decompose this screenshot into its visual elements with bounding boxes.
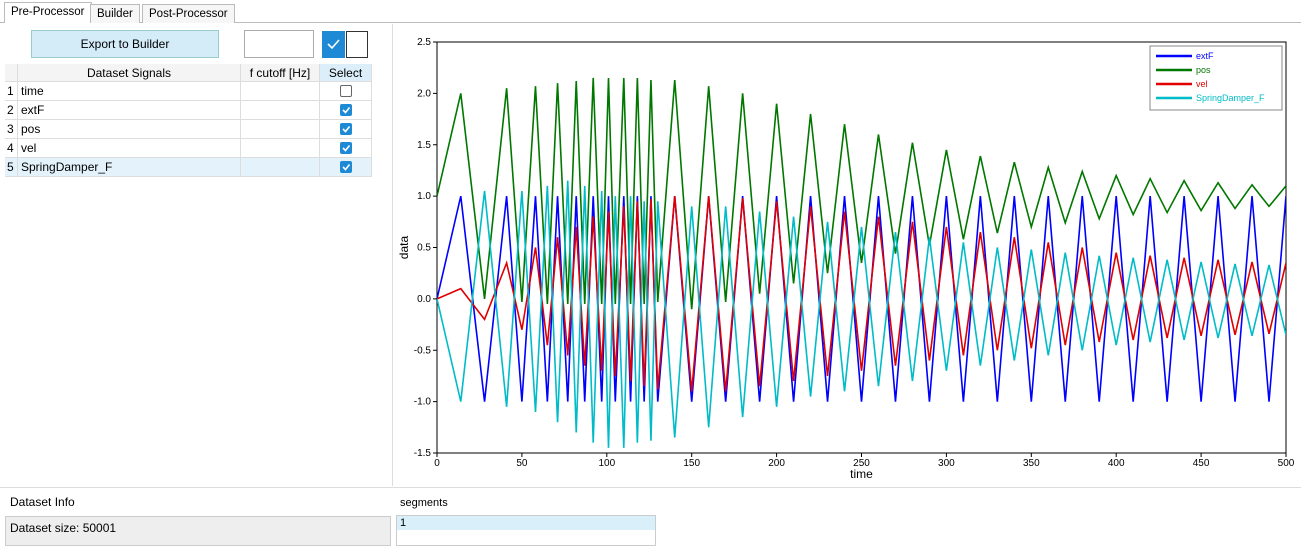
y-tick-label: -1.0 [414, 397, 432, 408]
y-tick-label: 0.5 [417, 243, 431, 254]
checkbox[interactable] [340, 104, 352, 116]
x-tick-label: 400 [1108, 458, 1125, 469]
y-tick-label: -0.5 [414, 345, 432, 356]
checkbox[interactable] [340, 142, 352, 154]
signal-name: pos [18, 120, 241, 139]
select-cell [320, 101, 372, 120]
x-tick-label: 50 [516, 458, 528, 469]
legend-label: pos [1196, 65, 1211, 75]
x-tick-label: 150 [683, 458, 700, 469]
row-number: 2 [5, 101, 18, 120]
checkbox[interactable] [340, 123, 352, 135]
x-tick-label: 350 [1023, 458, 1040, 469]
section-title: Dataset Info [10, 495, 75, 509]
cutoff-cell [241, 120, 320, 139]
header-cell: Dataset Signals [18, 64, 241, 82]
row-number: 4 [5, 139, 18, 158]
legend-label: SpringDamper_F [1196, 93, 1265, 103]
dataset-size: Dataset size: 50001 [5, 516, 391, 546]
signal-name: time [18, 82, 241, 101]
row-number: 5 [5, 158, 18, 177]
tab[interactable]: Builder [90, 4, 140, 23]
segment-list: 1 [396, 515, 656, 546]
segment-item[interactable]: 1 [397, 516, 655, 530]
series-line [437, 77, 1286, 310]
y-tick-label: 2.0 [417, 88, 431, 99]
signal-name: vel [18, 139, 241, 158]
text-input[interactable] [244, 30, 314, 58]
select-cell [320, 139, 372, 158]
tab-strip-line [0, 22, 1301, 23]
x-tick-label: 500 [1278, 458, 1295, 469]
cutoff-cell [241, 82, 320, 101]
splitter [392, 24, 393, 486]
checkbox[interactable] [340, 85, 352, 97]
y-tick-label: 0.0 [417, 294, 431, 305]
x-tick-label: 0 [434, 458, 440, 469]
cutoff-cell [241, 158, 320, 177]
series-line [437, 180, 1286, 448]
legend-label: vel [1196, 79, 1208, 89]
header-cell: f cutoff [Hz] [241, 64, 320, 82]
tab[interactable]: Pre-Processor [4, 2, 92, 23]
header-cell [5, 64, 18, 82]
splitter [0, 487, 1301, 488]
tab[interactable]: Post-Processor [142, 4, 235, 23]
x-tick-label: 250 [853, 458, 870, 469]
x-tick-label: 100 [598, 458, 615, 469]
signal-name: SpringDamper_F [18, 158, 241, 177]
row-number: 1 [5, 82, 18, 101]
y-tick-label: 1.5 [417, 140, 431, 151]
select-cell [320, 120, 372, 139]
y-tick-label: -1.5 [414, 448, 432, 459]
legend-label: extF [1196, 51, 1214, 61]
toggle[interactable] [322, 31, 345, 58]
x-tick-label: 200 [768, 458, 785, 469]
toggle[interactable] [346, 31, 368, 58]
chart: -1.5 -1.0 -0.5 0.0 0.5 1.0 1.5 2.0 2.5 0 50 100 150 2… [397, 37, 1295, 481]
y-tick-label: 1.0 [417, 191, 431, 202]
select-cell [320, 158, 372, 177]
row-number: 3 [5, 120, 18, 139]
checkbox[interactable] [340, 161, 352, 173]
x-axis-label: time [850, 467, 873, 481]
signal-name: extF [18, 101, 241, 120]
section-title: segments [400, 497, 448, 509]
cutoff-cell [241, 101, 320, 120]
export-button[interactable]: Export to Builder [31, 30, 219, 58]
x-tick-label: 300 [938, 458, 955, 469]
y-tick-label: 2.5 [417, 37, 431, 48]
signal-table: Dataset Signals f cutoff [Hz] Select 1 time 2… [5, 64, 372, 177]
cutoff-cell [241, 139, 320, 158]
select-cell [320, 82, 372, 101]
x-tick-label: 450 [1193, 458, 1210, 469]
y-axis-label: data [397, 235, 411, 259]
header-cell: Select [320, 64, 372, 82]
